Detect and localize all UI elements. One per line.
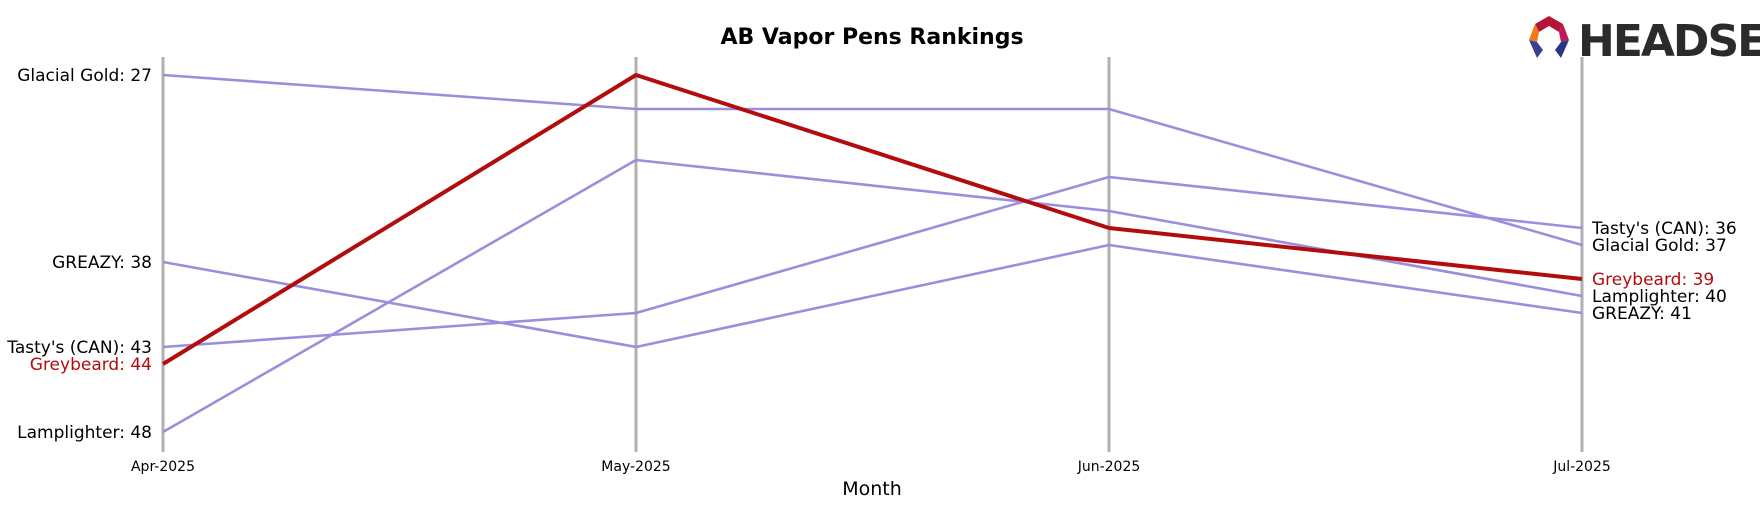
start-label: Tasty's (CAN): 43 [6,338,152,358]
end-label: Glacial Gold: 37 [1592,236,1727,256]
series-line-greazy [162,243,1583,349]
start-label: Glacial Gold: 27 [17,66,152,86]
end-label: Greybeard: 39 [1592,270,1714,290]
series-line-greybeard [161,73,1583,366]
start-label: GREAZY: 38 [52,253,152,273]
headset-logo-icon [1529,16,1569,58]
x-tick-label: Jul-2025 [1552,459,1611,475]
end-label: Tasty's (CAN): 36 [1591,219,1737,239]
end-label: Lamplighter: 40 [1592,287,1727,307]
series-line-glacial-gold [162,73,1583,247]
end-label: GREAZY: 41 [1592,304,1692,324]
chart-title: AB Vapor Pens Rankings [720,25,1023,50]
x-tick-labels: Apr-2025 May-2025 Jun-2025 Jul-2025 [131,459,1611,475]
x-axis-label: Month [842,478,902,500]
series-line-tasty-s-can [162,175,1583,349]
month-gridlines [161,57,1584,452]
start-labels: Glacial Gold: 27 GREAZY: 38 Tasty's (CAN):… [6,66,152,443]
x-tick-label: Jun-2025 [1077,459,1141,475]
headset-logo-text: HEADSET [1578,16,1760,67]
start-label: Lamplighter: 48 [17,423,152,443]
x-tick-label: May-2025 [601,459,670,475]
headset-logo: HEADSET [1529,16,1760,67]
start-label: Greybeard: 44 [30,355,152,375]
series-lines [161,73,1583,434]
x-tick-label: Apr-2025 [131,459,195,475]
